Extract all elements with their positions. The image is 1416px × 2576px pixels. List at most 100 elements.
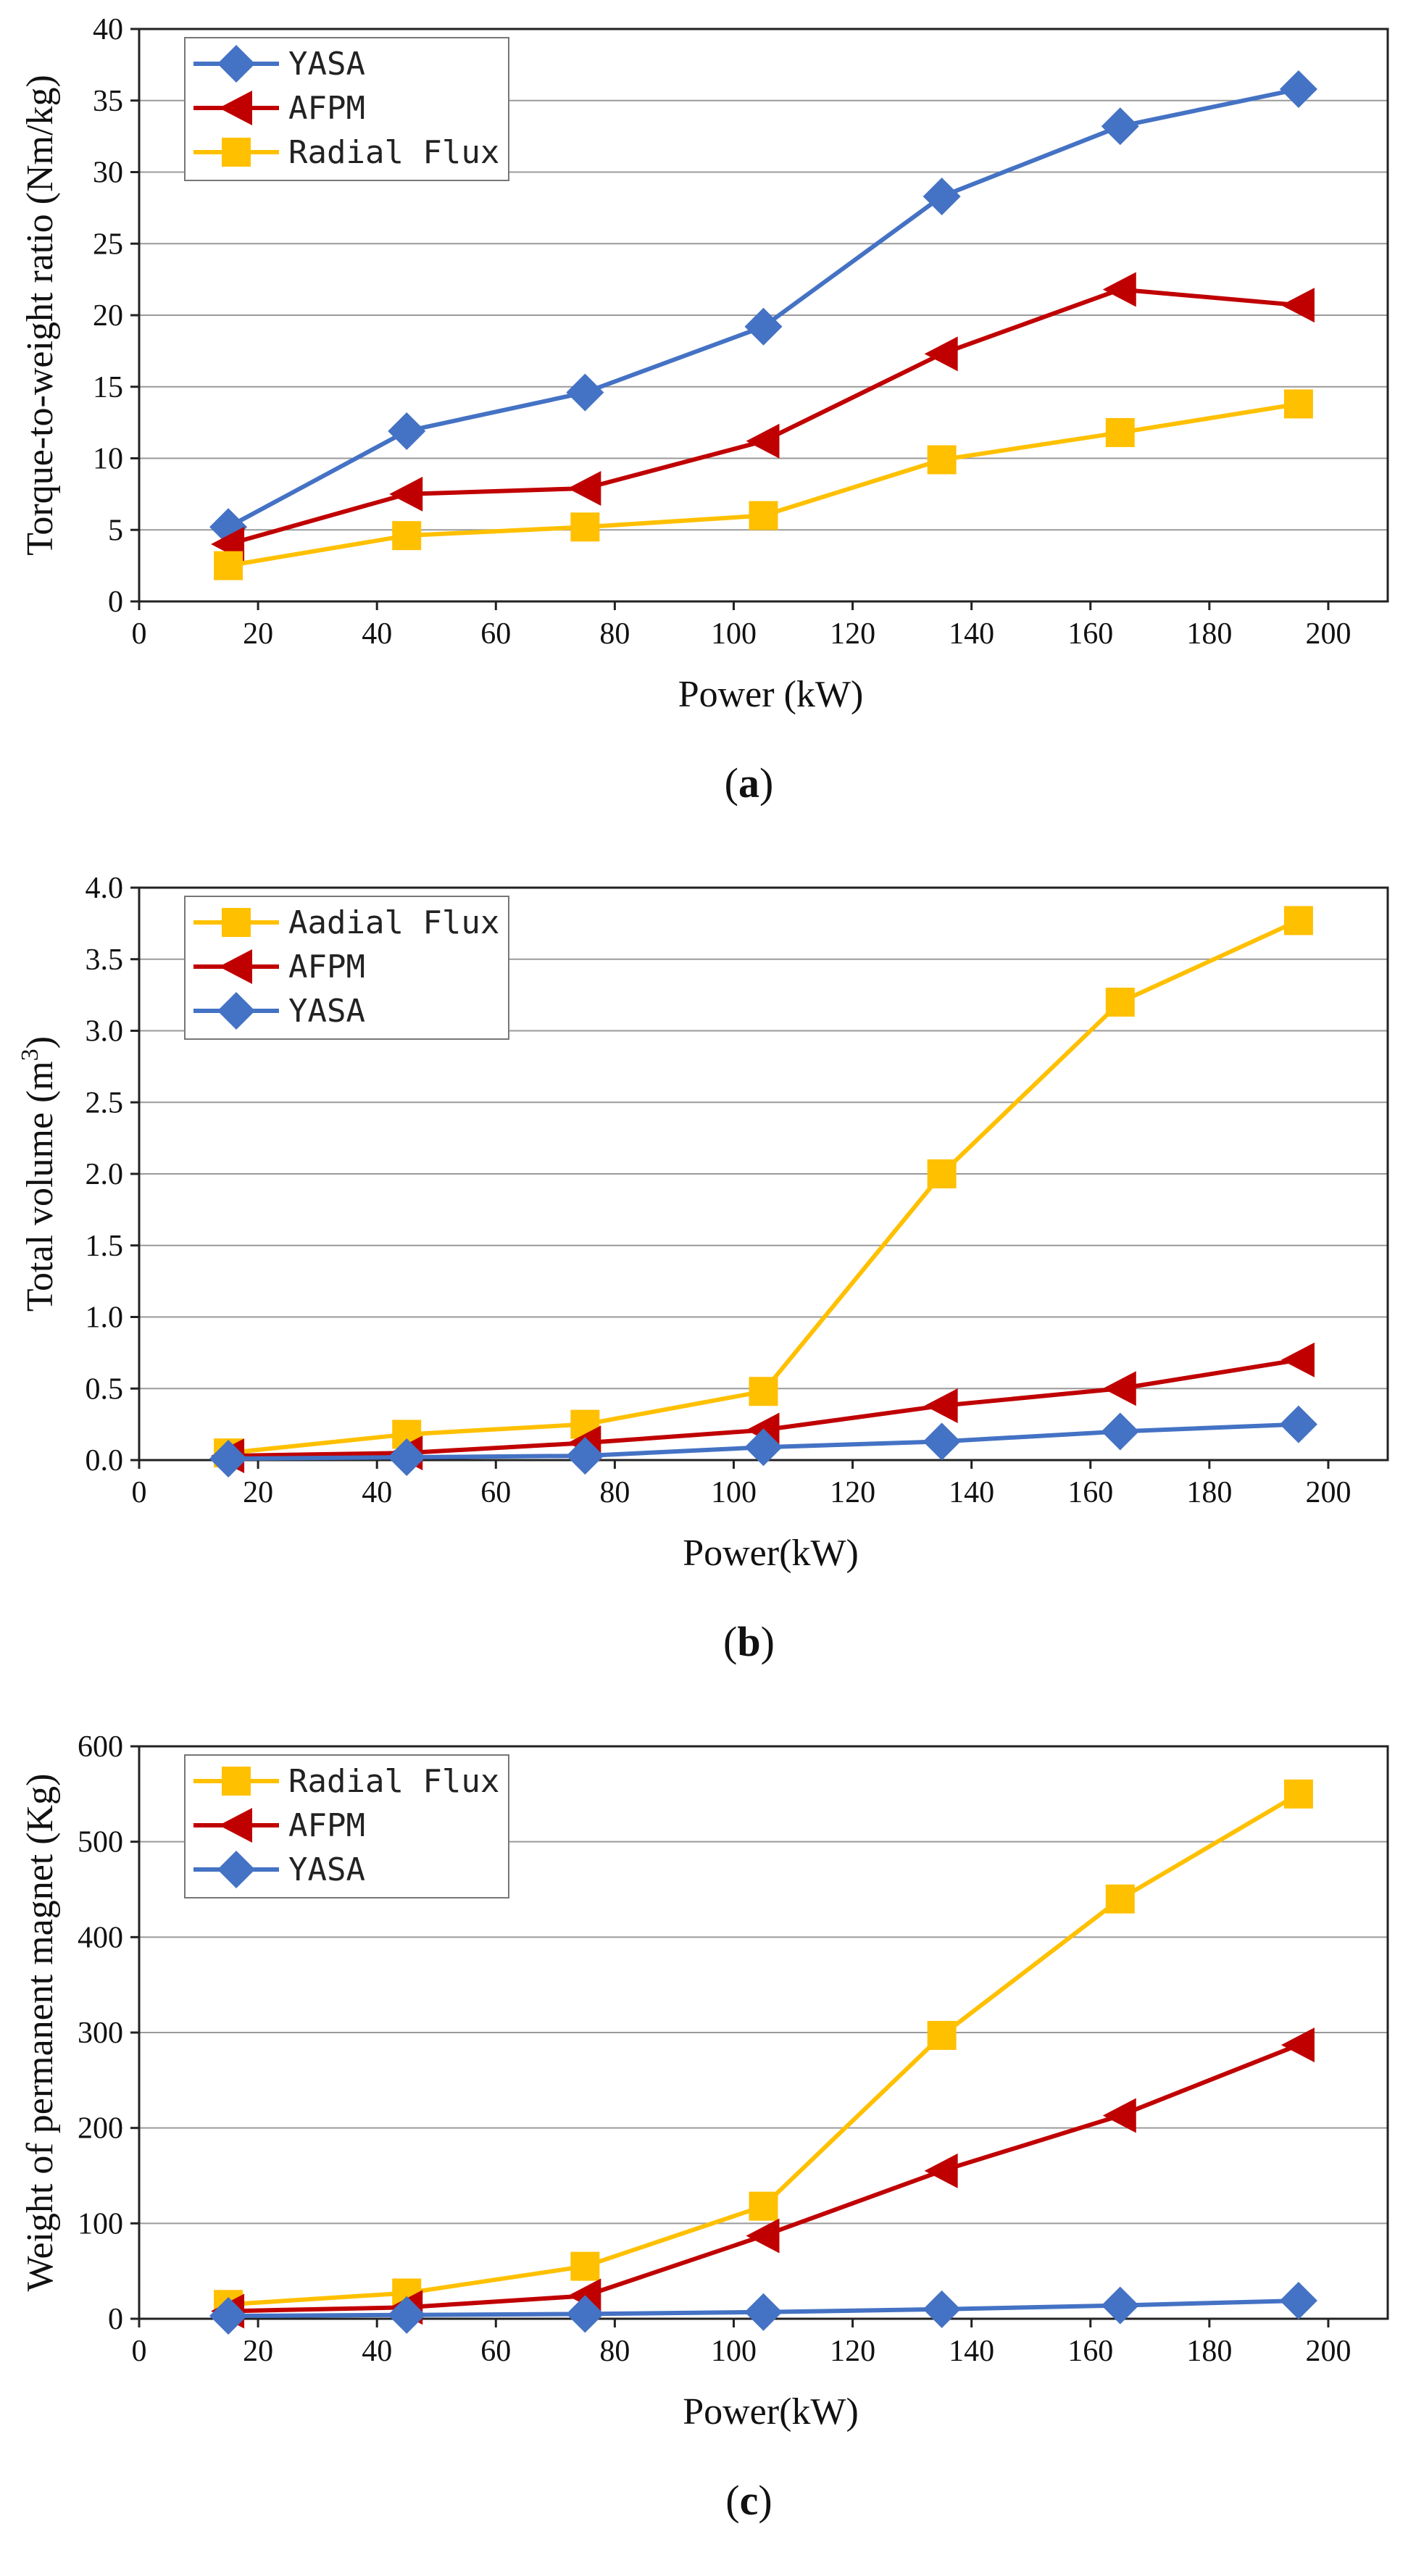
x-tick-label: 40 [362,1476,392,1509]
chart-b: 0.0 0.5 1.0 1.5 2.0 2.5 3.0 3.5 4.0 0 20 40 60 80 100 1… [17,872,1389,1665]
x-tick-label: 160 [1067,1476,1113,1509]
x-tick-label: 100 [711,617,757,651]
x-tick-label: 40 [362,617,392,651]
x-tick-label: 120 [830,1476,875,1509]
data-point [570,2251,600,2281]
data-point [749,1377,778,1406]
data-point [927,2020,957,2050]
data-point [746,2218,780,2254]
data-point [749,501,778,530]
chart-panel-c: 0 100 200 300 400 500 600 0 20 40 60 80 100 120 140 160… [0,1717,1416,2572]
data-point [567,470,601,506]
y-tick-label: 0.0 [86,1444,124,1477]
x-tick-label: 100 [711,1476,757,1509]
series-afpm [211,2027,1315,2329]
data-point [1279,70,1317,108]
x-tick-label: 80 [599,2335,630,2368]
data-point [1280,2027,1315,2063]
data-point [923,2290,961,2328]
series-line [228,401,1299,568]
data-point [1101,107,1139,146]
y-axis-title: Torque-to-weight ratio (Nm/kg) [20,75,61,556]
legend-label: Aadial Flux [288,904,499,941]
y-tick-label: 15 [93,371,123,404]
legend-marker [222,908,251,937]
data-point [566,1437,604,1475]
data-point [209,2297,248,2335]
data-point [927,445,957,475]
series-yasa [209,2281,1317,2335]
x-tick-label: 20 [243,2335,273,2368]
y-tick-label: 0 [108,585,123,619]
legend-marker [217,1851,255,1888]
x-tick-label: 120 [830,2335,875,2368]
data-point [1105,988,1135,1017]
legend-marker [219,949,252,984]
x-tick-label: 40 [362,2335,392,2368]
x-tick-label: 100 [711,2335,757,2368]
legend-marker [217,992,255,1030]
series-yasa [209,70,1317,546]
legend-label: YASA [288,1851,365,1888]
data-point [389,476,423,512]
legend-label: AFPM [288,1807,365,1844]
x-tick-label: 200 [1305,617,1351,651]
data-point [1279,2281,1317,2319]
data-point [1283,906,1313,935]
data-point [1279,1405,1317,1443]
y-tick-label: 25 [93,228,123,261]
series-yasa [209,1405,1317,1478]
panel-caption-letter: c [740,2477,759,2524]
y-tick-label: 1.5 [86,1230,124,1263]
series-aadial-flux [214,906,1313,1468]
series-radial-flux [214,389,1313,580]
y-tick-label: 100 [78,2207,123,2241]
data-point [746,423,780,459]
x-tick-label: 200 [1305,1476,1351,1509]
x-tick-label: 180 [1186,2335,1232,2368]
data-point [388,2296,426,2334]
data-point [923,178,961,216]
series-afpm [211,272,1315,562]
data-point [566,373,604,412]
data-point [1283,389,1313,419]
y-tick-label: 500 [78,1826,123,1859]
data-point [214,551,243,580]
data-point [744,307,783,346]
legend: Aadial Flux AFPM YASA [184,896,509,1040]
legend-label: YASA [288,993,365,1030]
data-point [388,412,426,450]
panel-caption: (c) [725,2477,772,2524]
legend-marker [222,138,251,167]
x-tick-label: 140 [949,2335,994,2368]
chart-a: 0 5 10 15 20 25 30 35 40 0 20 40 60 80 100 120 140 160 180… [20,13,1389,806]
y-tick-label: 35 [93,85,123,118]
x-tick-label: 60 [480,1476,511,1509]
y-tick-label: 200 [78,2112,123,2146]
x-tick-label: 20 [243,1476,273,1509]
y-axis-title-superscript: 3 [17,1049,43,1061]
y-tick-label: 5 [108,514,123,547]
y-tick-label: 20 [93,299,123,333]
panel-caption-letter: a [738,759,759,806]
chart-panel-a: 0 5 10 15 20 25 30 35 40 0 20 40 60 80 100 120 140 160 180… [0,0,1416,855]
legend-label: Radial Flux [288,1763,499,1800]
data-point [1102,2098,1136,2133]
legend-marker [219,91,252,125]
x-tick-label: 0 [132,2335,147,2368]
data-point [570,512,600,542]
data-point [566,2295,604,2333]
data-point [744,1428,783,1467]
data-point [1101,2286,1139,2325]
x-tick-label: 120 [830,617,875,651]
y-tick-label: 30 [93,157,123,190]
data-point [209,1440,248,1478]
data-point [1102,272,1136,307]
data-point [744,2293,783,2331]
legend-label: Radial Flux [288,134,499,171]
data-point [927,1159,957,1188]
x-axis-title: Power(kW) [683,2391,859,2433]
panel-caption: (a) [725,759,774,806]
x-tick-label: 180 [1186,617,1232,651]
x-tick-label: 80 [599,1476,630,1509]
